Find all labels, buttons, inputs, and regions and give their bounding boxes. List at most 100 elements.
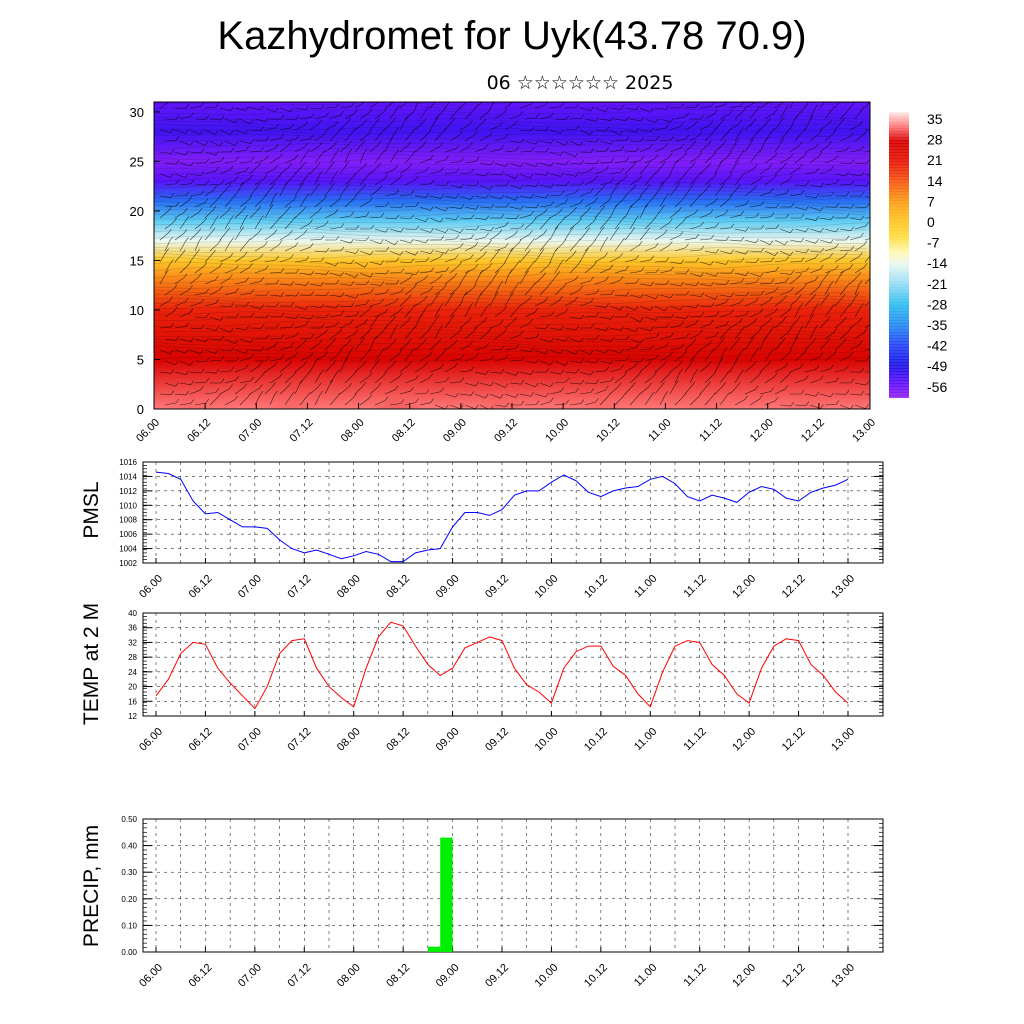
- wind-barb: [494, 221, 509, 230]
- wind-barb: [209, 335, 225, 341]
- wind-barb: [204, 166, 219, 175]
- wind-barb: [284, 154, 299, 164]
- wind-barb: [744, 385, 759, 395]
- wind-barb: [354, 337, 366, 351]
- wind-barb: [804, 253, 819, 263]
- wind-barb: [459, 254, 474, 263]
- wind-barb: [719, 109, 733, 120]
- wind-barb: [849, 145, 865, 153]
- wind-barb: [434, 324, 443, 340]
- wind-barb: [374, 269, 390, 275]
- wind-barb: [584, 137, 600, 143]
- wind-barb: [324, 182, 335, 197]
- wind-barb: [249, 183, 261, 197]
- wind-barb: [294, 379, 303, 395]
- wind-barb: [249, 324, 265, 329]
- wind-barb: [279, 205, 291, 219]
- wind-barb: [434, 128, 446, 142]
- wind-barb: [444, 194, 460, 199]
- wind-barb: [744, 138, 755, 153]
- wind-barb: [239, 195, 252, 208]
- wind-barb: [864, 255, 870, 263]
- wind-barb: [219, 206, 232, 219]
- x-tick-label: 12.12: [780, 726, 808, 754]
- colorbar-label: -42: [927, 338, 947, 354]
- wind-barb: [659, 391, 669, 406]
- wind-barb: [404, 225, 420, 230]
- wind-barb: [159, 369, 175, 374]
- x-tick-label: 12.00: [748, 417, 776, 445]
- wind-barb: [164, 218, 177, 230]
- wind-barb: [714, 102, 728, 109]
- wind-barb: [734, 369, 744, 384]
- x-tick-label: 10.00: [533, 726, 561, 754]
- x-tick-label: 10.12: [582, 726, 610, 754]
- wind-barb: [854, 203, 870, 208]
- wind-barb: [609, 146, 625, 153]
- wind-barb: [644, 354, 659, 362]
- wind-barb: [854, 280, 863, 296]
- wind-barb: [729, 102, 745, 109]
- wind-barb: [399, 163, 413, 175]
- wind-barb: [179, 399, 195, 406]
- wind-barb: [834, 252, 848, 263]
- x-tick-label: 11.12: [681, 962, 708, 989]
- wind-barb: [489, 170, 505, 176]
- wind-barb: [839, 352, 854, 362]
- wind-barb: [554, 377, 570, 384]
- wind-barb: [764, 224, 780, 230]
- wind-barb: [809, 303, 819, 318]
- x-tick-label: 09.12: [492, 417, 520, 445]
- wind-barb: [219, 129, 234, 136]
- wind-barb: [299, 219, 313, 230]
- wind-barb: [339, 357, 348, 373]
- wind-barb: [179, 112, 194, 120]
- wind-barb: [444, 234, 460, 241]
- wind-barb: [194, 198, 209, 208]
- wind-barb: [444, 393, 459, 398]
- wind-barb: [669, 144, 684, 153]
- wind-barb: [479, 239, 492, 252]
- wind-barb: [549, 369, 565, 375]
- wind-barb: [414, 217, 429, 222]
- x-tick-label: 06.00: [134, 417, 162, 445]
- wind-barb: [734, 249, 749, 255]
- wind-barb: [504, 173, 519, 180]
- wind-barb: [854, 240, 868, 252]
- wind-barb: [594, 183, 606, 197]
- wind-barb: [399, 386, 414, 395]
- wind-barb: [194, 262, 208, 274]
- wind-barb: [864, 217, 870, 219]
- wind-barb: [389, 227, 404, 233]
- x-tick-label: 12.12: [780, 962, 808, 990]
- wind-barb: [824, 303, 835, 318]
- wind-barb: [159, 206, 172, 219]
- wind-barb: [344, 329, 358, 340]
- wind-barb: [774, 213, 790, 219]
- wind-barb: [584, 358, 600, 364]
- wind-barb: [224, 215, 234, 230]
- wind-barb: [194, 217, 207, 230]
- wind-barb: [714, 209, 729, 219]
- wind-barb: [624, 255, 639, 263]
- wind-barb: [294, 121, 309, 131]
- wind-barb: [489, 121, 504, 131]
- y-tick-label: 10: [130, 303, 144, 318]
- isotherm-line: [154, 102, 865, 106]
- wind-barb: [459, 340, 474, 351]
- wind-barb: [404, 398, 419, 406]
- wind-barb: [824, 154, 839, 164]
- wind-barb: [284, 216, 296, 230]
- wind-barb: [399, 316, 412, 329]
- wind-barb: [224, 156, 240, 164]
- colorbar-label: -56: [927, 379, 947, 395]
- wind-barb: [639, 255, 655, 263]
- wind-barb: [399, 214, 415, 219]
- colorbar-label: 7: [927, 193, 935, 209]
- wind-barb: [429, 292, 440, 307]
- wind-barb: [414, 102, 419, 109]
- wind-barb: [209, 393, 222, 406]
- wind-barb: [824, 281, 834, 296]
- wind-barb: [239, 139, 254, 145]
- wind-barb: [729, 318, 743, 329]
